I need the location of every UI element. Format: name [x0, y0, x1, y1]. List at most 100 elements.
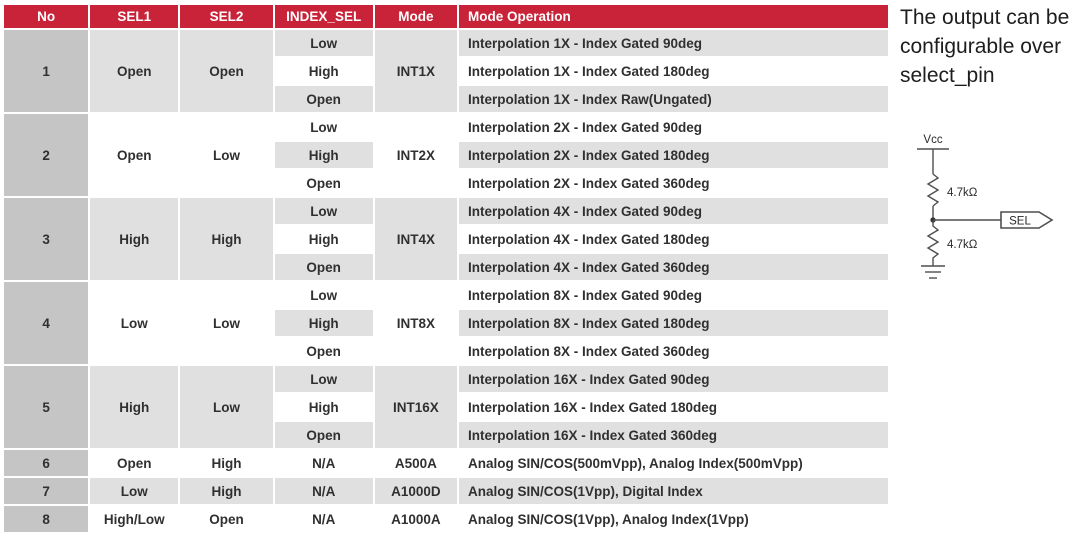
table-row: Open Interpolation 4X - Index Gated 360de…	[4, 254, 888, 280]
cell-index-sel: Low	[274, 366, 373, 392]
cell-mode: INT4X	[374, 198, 457, 280]
cell-index-sel: N/A	[274, 478, 373, 504]
cell-index-sel: High	[274, 310, 373, 336]
column-header-index-sel: INDEX_SEL	[274, 5, 373, 28]
cell-index-sel: Open	[274, 86, 373, 112]
table-row: 6 Open High N/A A500A Analog SIN/COS(500mVpp)…	[4, 450, 888, 476]
cell-no: 1	[4, 30, 89, 112]
cell-mode: A1000A	[374, 506, 457, 532]
cell-operation: Interpolation 1X - Index Gated 90deg	[458, 30, 888, 56]
cell-sel1: High	[90, 366, 179, 448]
table-row: High Interpolation 2X - Index Gated 180de…	[4, 142, 888, 168]
resistor-top-icon	[926, 173, 940, 207]
column-header-sel2: SEL2	[180, 5, 273, 28]
cell-operation: Interpolation 16X - Index Gated 90deg	[458, 366, 888, 392]
cell-operation: Interpolation 16X - Index Gated 360deg	[458, 422, 888, 448]
cell-sel1: High/Low	[90, 506, 179, 532]
cell-no: 8	[4, 506, 89, 532]
cell-mode: A500A	[374, 450, 457, 476]
table-row: 8 High/Low Open N/A A1000A Analog SIN/COS(1Vp…	[4, 506, 888, 532]
table-row: High Interpolation 16X - Index Gated 180d…	[4, 394, 888, 420]
vcc-label: Vcc	[923, 134, 942, 146]
resistor-bottom-label: 4.7kΩ	[947, 239, 978, 251]
cell-no: 5	[4, 366, 89, 448]
cell-index-sel: High	[274, 226, 373, 252]
cell-index-sel: Open	[274, 254, 373, 280]
cell-no: 4	[4, 282, 89, 364]
cell-operation: Interpolation 2X - Index Gated 180deg	[458, 142, 888, 168]
cell-index-sel: Low	[274, 114, 373, 140]
cell-operation: Analog SIN/COS(1Vpp), Analog Index(1Vpp)	[458, 506, 888, 532]
cell-sel2: High	[180, 478, 273, 504]
cell-operation: Interpolation 4X - Index Gated 360deg	[458, 254, 888, 280]
cell-index-sel: Low	[274, 282, 373, 308]
cell-sel2: High	[180, 450, 273, 476]
column-header-sel1: SEL1	[90, 5, 179, 28]
table-row: Open Interpolation 1X - Index Raw(Ungated…	[4, 86, 888, 112]
table-row: 2 Open Low Low INT2X Interpolation 2X - Index…	[4, 114, 888, 196]
cell-mode: INT1X	[374, 30, 457, 112]
cell-operation: Interpolation 4X - Index Gated 90deg	[458, 198, 888, 224]
cell-sel1: Open	[90, 450, 179, 476]
cell-sel2: Open	[180, 30, 273, 112]
column-header-no: No	[4, 5, 89, 28]
cell-mode: INT2X	[374, 114, 457, 196]
cell-no: 6	[4, 450, 89, 476]
resistor-bottom-icon	[926, 220, 940, 266]
cell-no: 7	[4, 478, 89, 504]
cell-operation: Interpolation 1X - Index Raw(Ungated)	[458, 86, 888, 112]
cell-operation: Interpolation 2X - Index Gated 90deg	[458, 114, 888, 140]
cell-sel1: Low	[90, 478, 179, 504]
cell-index-sel: Open	[274, 338, 373, 364]
cell-sel2: Open	[180, 506, 273, 532]
cell-index-sel: Low	[274, 198, 373, 224]
table-row: 5 High Low Low INT16X Interpolation 16X - Ind…	[4, 366, 888, 448]
cell-operation: Interpolation 1X - Index Gated 180deg	[458, 58, 888, 84]
cell-sel1: High	[90, 198, 179, 280]
table-row: 4 Low Low Low INT8X Interpolation 8X - Index …	[4, 282, 888, 364]
table-row: 1 Open Open Low INT1X Interpolation 1X - Inde…	[4, 30, 888, 112]
cell-operation: Interpolation 16X - Index Gated 180deg	[458, 394, 888, 420]
cell-index-sel: N/A	[274, 506, 373, 532]
cell-operation: Analog SIN/COS(1Vpp), Digital Index	[458, 478, 888, 504]
table-row: Open Interpolation 2X - Index Gated 360de…	[4, 170, 888, 196]
side-note: The output can be configurable over sele…	[900, 6, 1070, 87]
cell-index-sel: Open	[274, 422, 373, 448]
table-row: 7 Low High N/A A1000D Analog SIN/COS(1Vpp), D…	[4, 478, 888, 504]
cell-operation: Interpolation 8X - Index Gated 360deg	[458, 338, 888, 364]
sel-pin-label: SEL	[1009, 216, 1031, 228]
cell-mode: INT8X	[374, 282, 457, 364]
cell-sel1: Low	[90, 282, 179, 364]
sel-pullup-circuit-diagram: Vcc 4.7kΩ SEL 4.7kΩ	[917, 134, 1054, 279]
cell-operation: Analog SIN/COS(500mVpp), Analog Index(50…	[458, 450, 888, 476]
cell-index-sel: High	[274, 142, 373, 168]
cell-operation: Interpolation 4X - Index Gated 180deg	[458, 226, 888, 252]
cell-index-sel: High	[274, 58, 373, 84]
table-header-row: No SEL1 SEL2 INDEX_SEL Mode Mode Operation	[4, 5, 888, 28]
cell-index-sel: High	[274, 394, 373, 420]
table-row: High Interpolation 4X - Index Gated 180de…	[4, 226, 888, 252]
table-row: Open Interpolation 8X - Index Gated 360de…	[4, 338, 888, 364]
cell-index-sel: Open	[274, 170, 373, 196]
cell-index-sel: Low	[274, 30, 373, 56]
sel-pin-tag-icon	[1000, 211, 1054, 229]
table-row: High Interpolation 8X - Index Gated 180de…	[4, 310, 888, 336]
cell-sel2: Low	[180, 282, 273, 364]
cell-operation: Interpolation 8X - Index Gated 90deg	[458, 282, 888, 308]
column-header-mode: Mode	[374, 5, 457, 28]
cell-operation: Interpolation 8X - Index Gated 180deg	[458, 310, 888, 336]
cell-sel1: Open	[90, 114, 179, 196]
table-row: 3 High High Low INT4X Interpolation 4X - Inde…	[4, 198, 888, 280]
cell-index-sel: N/A	[274, 450, 373, 476]
cell-mode: INT16X	[374, 366, 457, 448]
cell-operation: Interpolation 2X - Index Gated 360deg	[458, 170, 888, 196]
resistor-top-label: 4.7kΩ	[947, 187, 978, 199]
cell-no: 2	[4, 114, 89, 196]
column-header-mode-operation: Mode Operation	[458, 5, 888, 28]
cell-mode: A1000D	[374, 478, 457, 504]
cell-sel1: Open	[90, 30, 179, 112]
cell-sel2: Low	[180, 114, 273, 196]
cell-no: 3	[4, 198, 89, 280]
cell-sel2: High	[180, 198, 273, 280]
